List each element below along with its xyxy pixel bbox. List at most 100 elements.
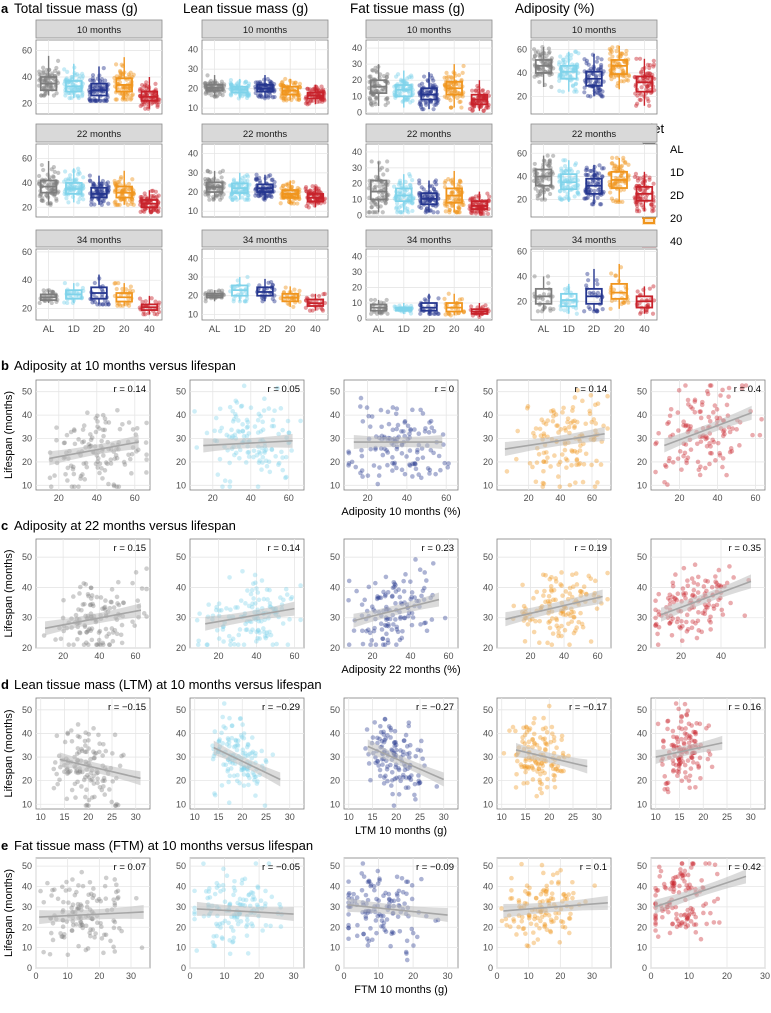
x-tick-label: 20 (285, 324, 296, 335)
data-point (676, 410, 681, 415)
data-point (289, 597, 294, 602)
data-point (310, 184, 314, 188)
data-point (239, 598, 244, 603)
data-point (130, 581, 135, 586)
data-point (536, 309, 540, 313)
data-point (231, 419, 236, 424)
data-point (104, 627, 109, 632)
data-point (256, 484, 261, 489)
legend-label-1D: 1D (670, 167, 684, 179)
data-point (447, 292, 451, 296)
data-point (107, 302, 111, 306)
data-point (265, 194, 269, 198)
data-point (594, 459, 599, 464)
data-point (217, 636, 222, 641)
y-tick-label: 40 (352, 252, 362, 262)
r-value-label: r = 0 (435, 384, 454, 395)
data-point (671, 460, 676, 465)
data-point (231, 637, 236, 642)
data-point (284, 475, 289, 480)
data-point (368, 424, 373, 429)
data-point (115, 97, 119, 101)
data-point (369, 298, 373, 302)
box-1D (228, 78, 251, 101)
y-tick-label: 20 (176, 643, 186, 653)
data-point (90, 300, 94, 304)
data-point (214, 416, 219, 421)
data-point (285, 592, 290, 597)
data-point (126, 86, 130, 90)
data-point (639, 98, 643, 102)
data-point (595, 60, 599, 64)
data-point (609, 48, 613, 52)
data-point (266, 77, 270, 81)
data-point (102, 66, 106, 70)
data-point (279, 201, 283, 205)
y-tick-label: 20 (517, 195, 527, 205)
data-point (206, 602, 211, 607)
data-point (433, 312, 437, 316)
y-tick-label: 30 (22, 434, 32, 444)
data-point (256, 628, 261, 633)
data-point (141, 209, 145, 213)
data-point (150, 189, 154, 193)
data-point (107, 632, 112, 637)
data-point (644, 195, 648, 199)
data-point (713, 458, 718, 463)
data-point (427, 420, 432, 425)
data-point (569, 448, 574, 453)
data-point (55, 91, 59, 95)
data-point (698, 473, 703, 478)
data-point (706, 392, 711, 397)
data-point (614, 273, 618, 277)
data-point (298, 583, 303, 588)
data-point (601, 307, 605, 311)
x-tick-label: 20 (449, 324, 460, 335)
data-point (535, 460, 540, 465)
data-point (566, 416, 571, 421)
data-point (542, 451, 547, 456)
data-point (546, 281, 550, 285)
data-point (268, 470, 273, 475)
data-point (144, 457, 149, 462)
data-point (126, 452, 131, 457)
data-point (86, 642, 91, 647)
data-point (245, 275, 249, 279)
data-point (544, 460, 549, 465)
data-point (277, 461, 282, 466)
data-point (552, 410, 557, 415)
x-tick-label: 1D (234, 324, 246, 335)
data-point (545, 455, 550, 460)
data-point (410, 590, 415, 595)
data-point (575, 312, 579, 316)
data-point (249, 592, 254, 597)
data-point (568, 483, 573, 488)
data-point (408, 183, 412, 187)
data-point (346, 449, 351, 454)
col-title-lean: Lean tissue mass (g) (183, 1, 308, 16)
data-point (405, 76, 409, 80)
data-point (716, 441, 721, 446)
data-point (621, 300, 625, 304)
data-point (645, 85, 649, 89)
data-point (231, 198, 235, 202)
data-point (570, 419, 575, 424)
x-tick-label: 60 (750, 493, 760, 503)
data-point (280, 455, 285, 460)
data-point (676, 456, 681, 461)
data-point (391, 428, 396, 433)
y-tick-label: 50 (22, 387, 32, 397)
data-point (72, 71, 76, 75)
data-point (562, 308, 566, 312)
data-point (194, 445, 199, 450)
legend-label-20: 20 (670, 213, 682, 225)
data-point (95, 595, 100, 600)
x-tick-label: 2D (93, 324, 105, 335)
data-point (41, 66, 45, 70)
data-point (587, 409, 592, 414)
data-point (247, 604, 252, 609)
